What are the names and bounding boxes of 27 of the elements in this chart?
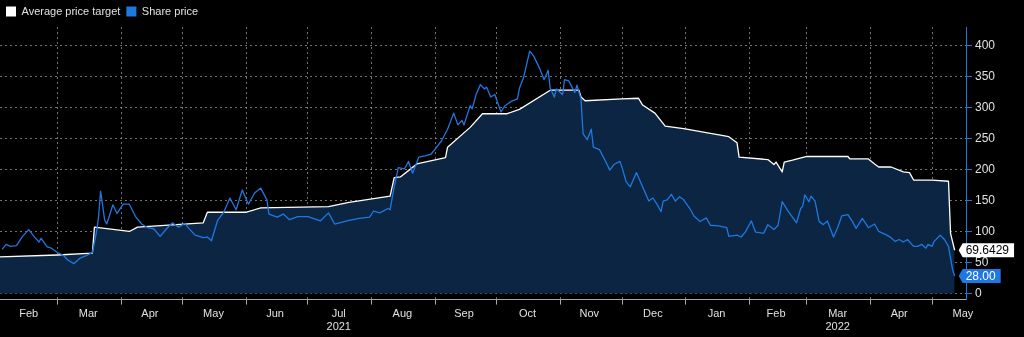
- x-tick-label: Mar 2022: [825, 307, 850, 333]
- y-tick-label: 150: [974, 192, 996, 207]
- x-tick-label: Apr: [890, 307, 909, 320]
- legend-label: Average price target: [21, 4, 121, 17]
- y-tick-label: 400: [974, 37, 996, 52]
- x-tick-label: Mar: [78, 307, 99, 320]
- x-tick-label: Feb: [19, 307, 39, 320]
- x-tick-label: Oct: [519, 307, 537, 320]
- x-tick-label: Apr: [141, 307, 159, 320]
- x-tick-label: Nov: [579, 307, 600, 320]
- y-tick-label: 250: [974, 130, 996, 145]
- data-label: 28.00: [965, 268, 997, 283]
- x-tick-label: Jan: [707, 307, 726, 320]
- x-tick-label: Sep: [454, 307, 474, 320]
- x-tick-label: Jul 2021: [326, 307, 351, 333]
- x-tick-label: Feb: [766, 307, 786, 320]
- y-tick-label: 200: [974, 161, 996, 176]
- y-tick-label: 350: [974, 68, 996, 83]
- x-tick-label: Dec: [643, 307, 664, 320]
- x-tick-label: May: [952, 307, 974, 320]
- y-tick-label: 100: [974, 223, 996, 238]
- y-tick-label: 0: [974, 285, 982, 300]
- x-tick-label: May: [203, 307, 225, 320]
- x-tick-label: Jun: [266, 307, 284, 320]
- y-tick-label: 300: [974, 99, 996, 114]
- legend-label: Share price: [141, 4, 199, 17]
- x-tick-label: Aug: [392, 307, 413, 320]
